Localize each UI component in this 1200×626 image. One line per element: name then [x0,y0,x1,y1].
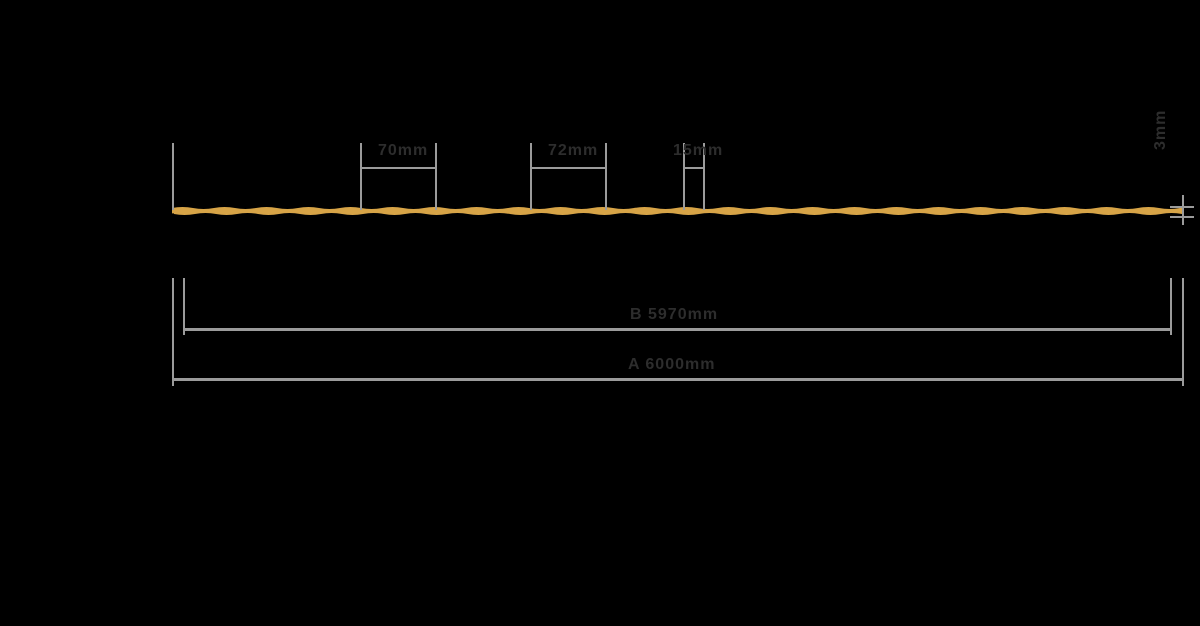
dim-label: 3mm [1152,110,1170,150]
dim-tick [605,143,607,210]
dim-line [183,328,1172,331]
left-boundary-tick [172,143,174,210]
dim-label: A 6000mm [628,356,715,374]
dim-htick [1170,206,1194,208]
dim-vline [1182,195,1184,225]
dim-label: 15mm [673,142,723,160]
dim-tick [183,278,185,335]
dim-tick [530,143,532,210]
dim-label: 72mm [548,142,598,160]
dim-line [683,167,705,169]
dim-line [360,167,437,169]
dim-label: 70mm [378,142,428,160]
dim-tick [360,143,362,210]
technical-diagram: 70mm 72mm 15mm 3mm B 5970mm A 6000mm [0,0,1200,626]
dim-tick [1170,278,1172,335]
dim-tick [1182,278,1184,386]
dim-line [530,167,607,169]
dim-tick [172,278,174,386]
dim-tick [435,143,437,210]
beam-body [172,216,1182,278]
dim-line [172,378,1184,381]
dim-label: B 5970mm [630,306,718,324]
dim-htick [1170,216,1194,218]
